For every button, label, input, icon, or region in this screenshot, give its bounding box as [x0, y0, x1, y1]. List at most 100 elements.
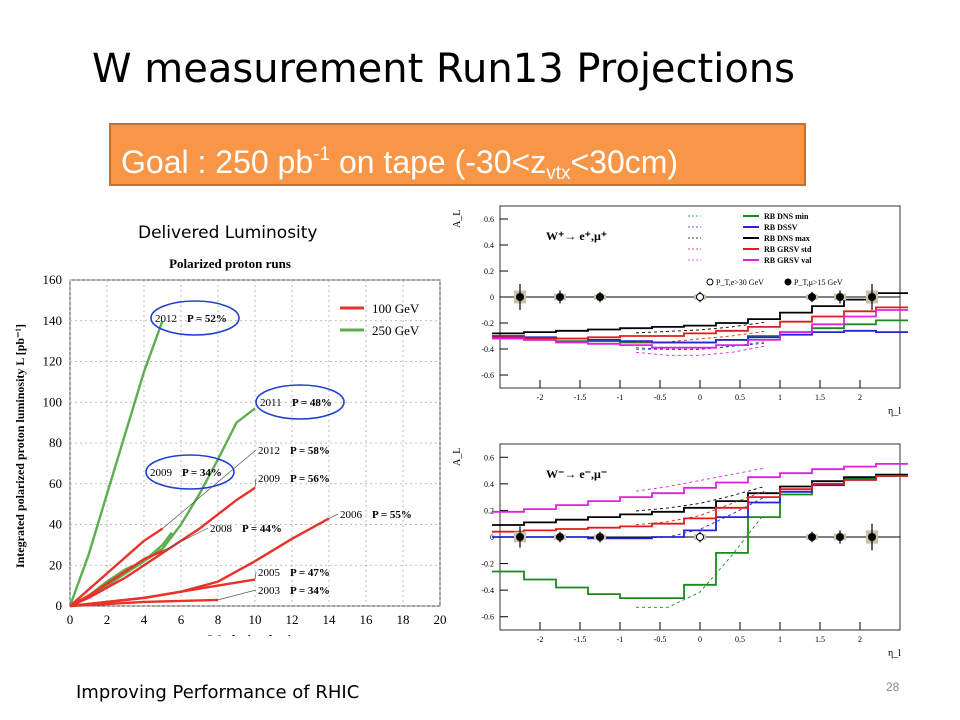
chart-title: Polarized proton runs: [169, 256, 291, 271]
series-line-rb-grsv-std: [492, 475, 908, 533]
x-tick-label: 16: [360, 612, 374, 627]
x-tick-label: 2: [858, 635, 862, 644]
run-year: 2012: [155, 313, 177, 325]
y-tick-label: -0.6: [481, 371, 494, 380]
run-year: 2009: [150, 467, 173, 479]
x-tick-label: -2: [537, 635, 544, 644]
series-dashed-rb-dns-max: [635, 486, 765, 512]
series-line-2012: [68, 320, 164, 607]
series-line-rb-grsv-val: [492, 463, 908, 513]
legend-label: P_T,μ>15 GeV: [794, 278, 843, 287]
wminus-asymmetry-chart: -0.6-0.4-0.200.20.40.6-2 -1.5 -1 -0.5 0 0.5 1 1…: [452, 443, 908, 659]
x-tick-label: 12: [286, 612, 299, 627]
y-tick-label: -0.4: [481, 345, 494, 354]
x-tick-label: -1.5: [574, 393, 587, 402]
wplus-asymmetry-chart: -0.6 -0.4 -0.2 0 0.2 0.4 0.6 -2 -1.5 -1 -0.5 0 0.5 1 1…: [452, 205, 908, 417]
y-tick-label: 0.6: [484, 453, 494, 462]
x-tick-label: 1: [778, 635, 782, 644]
y-tick-label: -0.2: [481, 319, 494, 328]
leader-line: [254, 571, 257, 580]
x-tick-label: 6: [178, 612, 185, 627]
data-point: [516, 293, 524, 301]
data-point: [596, 293, 604, 301]
data-point: [596, 533, 604, 541]
x-tick-label: -1: [617, 635, 624, 644]
legend-open-marker: [706, 278, 714, 286]
y-tick-label: 0.4: [484, 480, 494, 489]
data-point: [868, 533, 876, 541]
run-year: 2008: [210, 523, 233, 535]
goal-suffix: <30cm): [570, 144, 679, 180]
x-tick-label: 0.5: [735, 635, 745, 644]
series-dashed-rb-grsv-std: [635, 490, 765, 526]
series-line-2003: [69, 598, 219, 608]
y-tick-label: -0.2: [481, 560, 494, 569]
x-tick-label: 0: [698, 635, 702, 644]
y-tick-label: 0: [56, 598, 63, 613]
y-tick-label: 0: [490, 293, 494, 302]
highlight-ellipse: [145, 454, 235, 490]
y-tick-label: 0.6: [484, 215, 494, 224]
run-label-2009: 2009 P = 56%: [258, 473, 330, 485]
run-polarization: P = 34%: [290, 585, 330, 597]
goal-mid: on tape (-30<z: [330, 144, 547, 180]
run-label-2008: 2008 P = 44%: [210, 523, 282, 535]
run-polarization: P = 52%: [187, 313, 227, 325]
series-line-rb-dns-max: [492, 473, 908, 526]
series-dashed-rb-grsv-val: [635, 467, 765, 492]
y-tick-label: 0.2: [484, 267, 494, 276]
leader-line: [254, 477, 257, 488]
y-axis-label: A_L: [452, 448, 463, 466]
legend-label: RB DNS max: [764, 234, 810, 243]
data-point: [808, 293, 816, 301]
data-point: [836, 533, 844, 541]
y-tick-label: 80: [49, 435, 62, 450]
process-label: W⁺→ e⁺,μ⁺: [546, 229, 607, 243]
x-tick-label: -0.5: [654, 393, 667, 402]
x-tick-label: 8: [215, 612, 222, 627]
x-tick-label: 2: [104, 612, 111, 627]
series-line-2008: [69, 549, 163, 608]
run-year: 2009: [258, 473, 281, 485]
goal-sub: vtx: [546, 163, 571, 184]
legend-label: 100 GeV: [372, 301, 420, 316]
x-tick-label: 1: [778, 393, 782, 402]
series-line-2009: [69, 486, 256, 608]
x-tick-label: 0: [67, 612, 74, 627]
legend-label: RB GRSV std: [764, 245, 812, 254]
y-tick-label: 120: [43, 354, 63, 369]
goal-banner: Goal : 250 pb-1 on tape (-30<zvtx<30cm): [109, 123, 806, 186]
y-tick-label: 160: [43, 272, 63, 287]
run-polarization: P = 56%: [290, 473, 330, 485]
run-year: 2012: [258, 445, 280, 457]
legend-label: RB DNS min: [764, 212, 809, 221]
x-tick-label: 4: [141, 612, 148, 627]
y-tick-label: -0.6: [481, 613, 494, 622]
x-tick-label: 2: [858, 393, 862, 402]
y-tick-label: 60: [49, 476, 62, 491]
legend-label: 250 GeV: [372, 323, 420, 338]
series-line-2005: [69, 578, 256, 608]
y-tick-label: 100: [43, 394, 63, 409]
footer-text: Improving Performance of RHIC: [76, 682, 360, 703]
run-polarization: P = 55%: [372, 509, 412, 521]
run-year: 2011: [260, 397, 282, 409]
page-number: 28: [886, 680, 900, 694]
x-tick-label: 10: [249, 612, 262, 627]
goal-prefix: Goal : 250 pb: [121, 144, 314, 180]
data-point: [696, 293, 704, 301]
legend-label: P_T,e>30 GeV: [716, 278, 764, 287]
run-polarization: P = 44%: [242, 523, 282, 535]
x-tick-label: 18: [397, 612, 410, 627]
delivered-luminosity-label: Delivered Luminosity: [138, 223, 318, 243]
data-point: [556, 533, 564, 541]
run-year: 2003: [258, 585, 281, 597]
leader-line: [162, 527, 209, 552]
x-tick-label: -1: [617, 393, 624, 402]
run-label-2003: 2003 P = 34%: [258, 585, 330, 597]
y-tick-label: 40: [49, 517, 62, 532]
data-point: [808, 533, 816, 541]
leader-line: [217, 589, 257, 601]
x-tick-label: -2: [537, 393, 544, 402]
run-polarization: P = 47%: [290, 567, 330, 579]
